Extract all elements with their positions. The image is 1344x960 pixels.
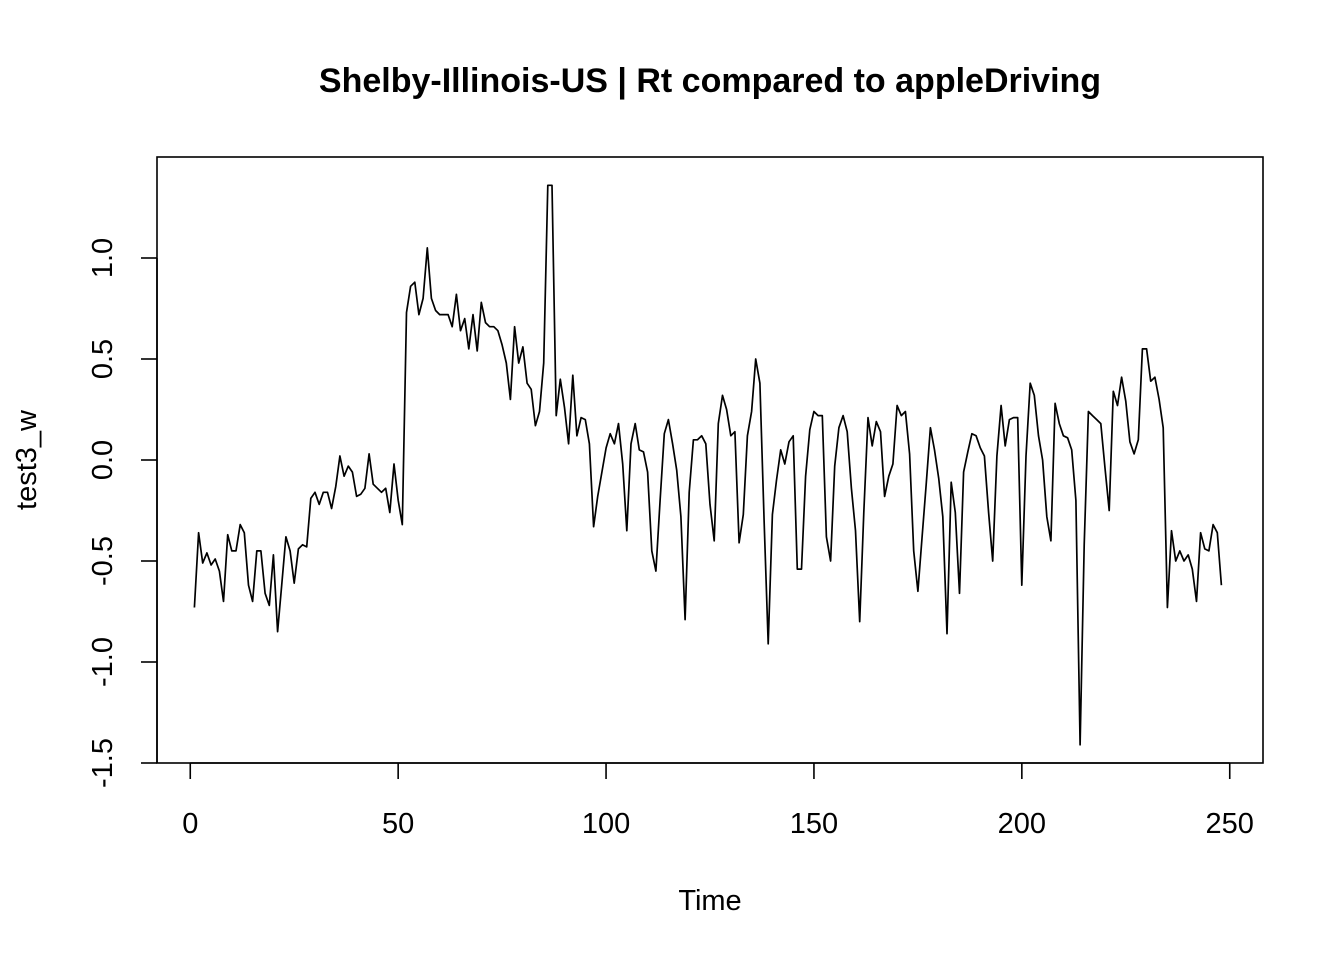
y-tick-label: 0.0 [87,440,119,480]
x-axis-label: Time [678,885,741,917]
x-tick-label: 250 [1206,808,1254,840]
y-tick-label: -1.5 [87,738,119,788]
y-tick-label: -1.0 [87,637,119,687]
x-tick-label: 0 [182,808,198,840]
x-tick-label: 150 [790,808,838,840]
x-tick-label: 100 [582,808,630,840]
series-layer [193,184,1223,746]
y-tick-label: 1.0 [87,238,119,278]
y-axis: -1.5 -1.0 -0.5 0.0 0.5 1.0 [87,238,158,788]
chart-title: Shelby-Illinois-US | Rt compared to appl… [319,62,1101,100]
series-line-test3_w [193,184,1223,746]
x-tick-label: 200 [998,808,1046,840]
x-axis: 0 50 100 150 200 250 [182,762,1254,840]
plot-frame [156,156,1264,764]
x-tick-label: 50 [382,808,414,840]
y-tick-label: 0.5 [87,339,119,379]
y-tick-label: -0.5 [87,536,119,586]
y-axis-label: test3_w [11,409,43,510]
